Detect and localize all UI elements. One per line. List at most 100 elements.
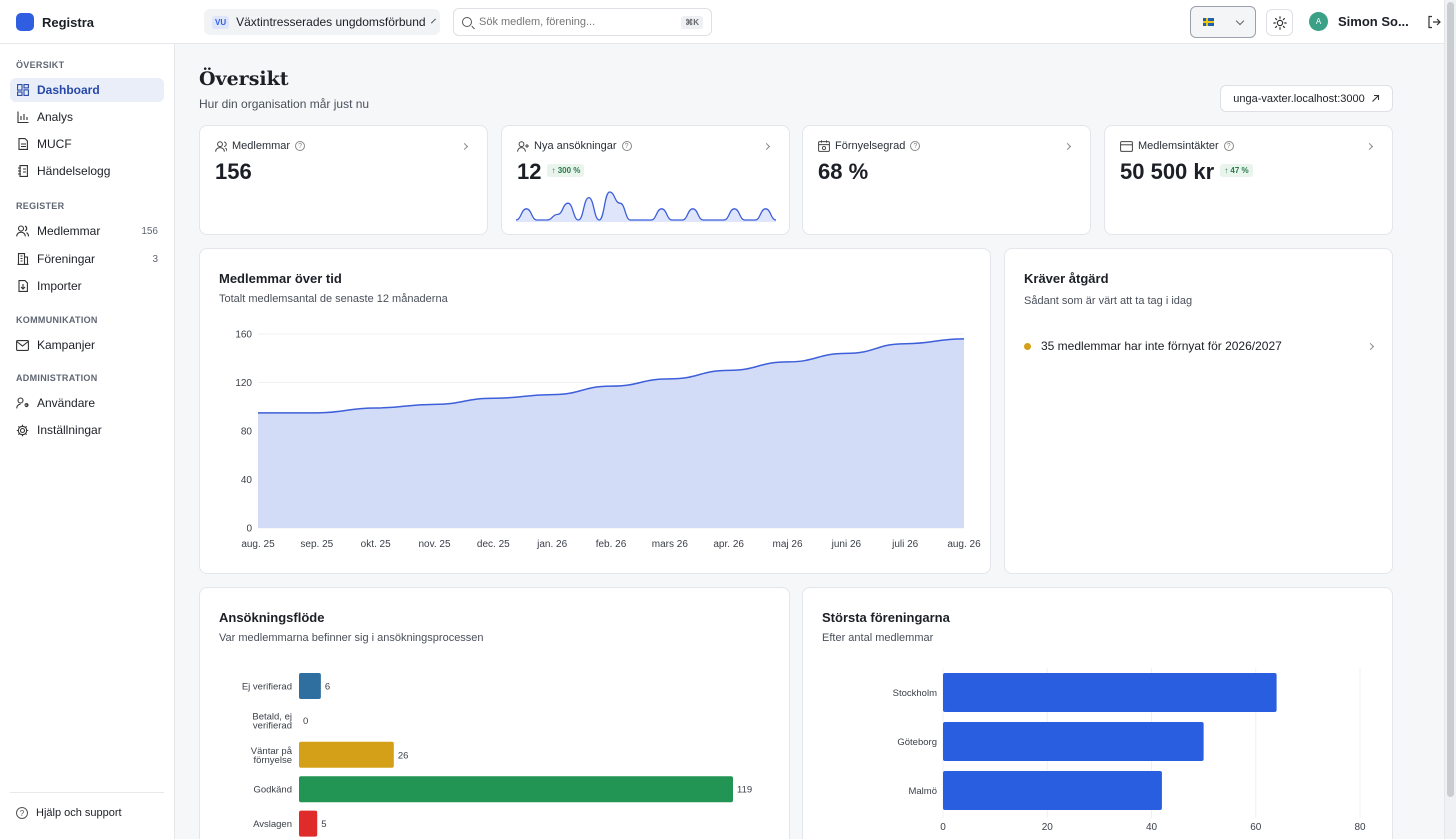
bar-category-label: Malmö [908,786,937,797]
x-tick-label: jan. 26 [536,539,567,550]
x-tick-label: okt. 25 [361,539,391,550]
card-icon [1120,140,1133,152]
chevron-right-icon [460,142,469,151]
stat-label: Medlemsintäkter [1138,140,1219,152]
help-icon[interactable]: ? [1223,141,1234,151]
sidebar-item-kampanjer[interactable]: Kampanjer [10,333,164,357]
stat-header: Medlemsintäkter ? [1120,140,1234,152]
help-link[interactable]: ? Hjälp och support [16,807,122,819]
sidebar-item-count: 156 [141,225,158,237]
site-url: unga-vaxter.localhost:3000 [1233,92,1365,105]
members-over-time-card: Medlemmar över tid Totalt medlemsantal d… [199,248,991,574]
warning-dot-icon [1024,342,1031,350]
stat-card-members[interactable]: Medlemmar ? 156 [199,125,488,235]
sidebar-item-dashboard[interactable]: Dashboard [10,78,164,102]
language-select[interactable] [1190,6,1256,38]
logout-icon[interactable] [1427,15,1441,29]
sidebar-item-anvandare[interactable]: Användare [10,391,164,415]
stat-header: Medlemmar ? [215,140,306,152]
stat-label: Förnyelsegrad [835,140,906,152]
bar-category-label: Ej verifierad [242,682,292,693]
brand[interactable]: Registra [16,13,94,31]
y-tick-label: 160 [235,330,252,341]
sidebar-item-analys[interactable]: Analys [10,105,164,129]
sidebar-item-label: Dashboard [37,83,100,97]
org-switcher[interactable]: VU Växtintresserades ungdomsförbund [204,9,440,35]
x-tick-label: mars 26 [652,539,689,550]
chevron-down-icon [430,18,436,23]
help-icon[interactable]: ? [295,141,306,151]
chevron-right-icon [1365,142,1374,151]
sun-icon [1272,15,1287,30]
open-site-button[interactable]: unga-vaxter.localhost:3000 [1220,85,1393,112]
sidebar-section-title: ÖVERSIKT [16,60,65,70]
bar-category-label: Göteborg [897,737,937,748]
page-title: Översikt [199,68,289,90]
bar-category-label: verifierad [253,720,292,731]
org-badge: VU [212,15,230,29]
x-tick-label: juni 26 [831,539,862,550]
avatar: A [1309,12,1328,31]
sidebar-item-label: Importer [37,279,82,293]
x-tick-label: 40 [1146,822,1158,833]
x-tick-label: aug. 26 [947,539,981,550]
x-tick-label: 60 [1250,822,1262,833]
applications-sparkline [516,191,776,222]
card-subtitle: Var medlemmarna befinner sig i ansökning… [219,632,484,644]
dashboard-icon [16,84,29,97]
card-subtitle: Sådant som är värt att ta tag i idag [1024,295,1193,307]
user-key-icon [16,397,29,410]
sidebar-item-handelselogg[interactable]: Händelselogg [10,159,164,183]
stat-value: 68 % [818,159,869,184]
funnel-bar [299,810,318,837]
search-box[interactable]: ⌘K [453,8,712,36]
sidebar-section-title: KOMMUNIKATION [16,315,98,325]
largest-associations-card: Största föreningarna Efter antal medlemm… [802,587,1393,839]
help-icon[interactable]: ? [621,141,632,151]
chevron-down-icon [1235,16,1245,25]
users-icon [215,140,227,152]
card-title: Ansökningsflöde [219,610,325,625]
sparkline-area [516,192,776,222]
mail-icon [16,339,29,352]
theme-toggle-button[interactable] [1266,9,1293,36]
chart-icon [16,111,29,124]
y-tick-label: 120 [235,378,252,389]
scrollbar[interactable] [1444,0,1456,839]
funnel-bar [299,673,321,699]
page-subtitle: Hur din organisation mår just nu [199,97,370,111]
scrollbar-thumb[interactable] [1447,2,1454,797]
sidebar-item-installningar[interactable]: Inställningar [10,418,164,442]
sidebar-item-importer[interactable]: Importer [10,274,164,298]
users-icon [16,225,29,238]
card-title: Medlemmar över tid [219,271,342,286]
card-subtitle: Efter antal medlemmar [822,632,934,644]
user-menu[interactable]: A Simon So... [1309,12,1441,31]
divider [10,792,164,793]
user-name: Simon So... [1338,14,1409,29]
stat-card-renewal[interactable]: Förnyelsegrad ? 68 % [802,125,1091,235]
sidebar-item-medlemmar[interactable]: Medlemmar 156 [10,219,164,243]
sidebar-item-foreningar[interactable]: Föreningar 3 [10,247,164,271]
sidebar-item-label: MUCF [37,137,72,151]
delta-badge: ↑ 47 % [1220,163,1253,177]
bar-category-label: Avslagen [253,819,292,830]
stat-card-revenue[interactable]: Medlemsintäkter ? 50 500 kr ↑ 47 % [1104,125,1393,235]
members-area [258,338,964,528]
search-input[interactable] [479,16,675,28]
stat-card-applications[interactable]: Nya ansökningar ? 12 ↑ 300 % [501,125,790,235]
bar-value-label: 0 [303,716,308,727]
association-bar [943,673,1277,712]
sidebar-item-label: Användare [37,396,96,410]
calendar-icon [818,140,830,152]
bar-category-label: Väntar på [251,746,293,757]
stat-label: Nya ansökningar [534,140,617,152]
help-label: Hjälp och support [36,807,122,819]
action-item[interactable]: 35 medlemmar har inte förnyat för 2026/2… [1024,339,1375,353]
bar-category-label: förnyelse [253,755,292,766]
sidebar-item-label: Inställningar [37,423,102,437]
help-icon[interactable]: ? [910,141,921,151]
x-tick-label: 0 [940,822,946,833]
sidebar-item-mucf[interactable]: MUCF [10,132,164,156]
x-tick-label: 20 [1042,822,1054,833]
